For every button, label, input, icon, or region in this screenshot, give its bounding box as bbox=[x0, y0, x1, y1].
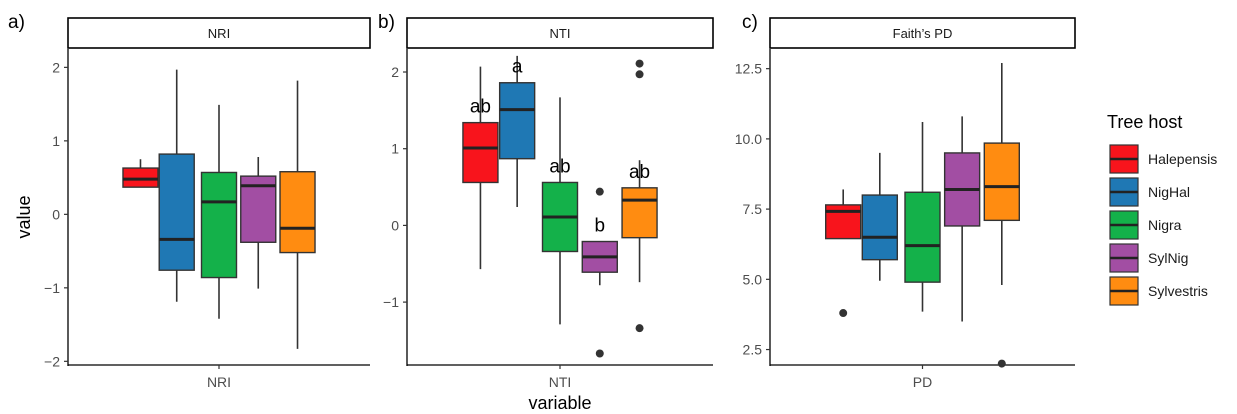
box-nighal bbox=[158, 69, 195, 302]
strip-header bbox=[769, 17, 1076, 49]
box-nigra: ab bbox=[541, 97, 579, 325]
box-iqr bbox=[158, 153, 195, 271]
box-iqr bbox=[462, 121, 499, 184]
strip-title: NRI bbox=[208, 26, 230, 41]
y-tick-label: 0 bbox=[52, 206, 60, 222]
significance-letter: ab bbox=[470, 97, 491, 118]
outlier-point bbox=[635, 70, 644, 79]
y-tick-label: 1 bbox=[52, 133, 60, 149]
x-tick-label: NTI bbox=[549, 374, 572, 390]
y-tick-label: 10.0 bbox=[735, 131, 762, 147]
y-tick-label: 12.5 bbox=[735, 61, 762, 77]
box-iqr bbox=[200, 171, 238, 279]
panel-3: Faith’s PD c) 2.5 5.0 7.5 10.0 12.5 PD bbox=[735, 12, 1076, 390]
legend-label: NigHal bbox=[1148, 184, 1190, 200]
legend-label: SylNig bbox=[1148, 250, 1188, 266]
box-nighal bbox=[861, 152, 898, 281]
y-tick-label: −2 bbox=[44, 353, 60, 369]
box-iqr bbox=[621, 187, 658, 239]
box-iqr bbox=[904, 191, 941, 283]
legend-label: Sylvestris bbox=[1148, 283, 1208, 299]
box-halepensis bbox=[122, 159, 159, 188]
legend-item: Sylvestris bbox=[1109, 276, 1208, 306]
panel-tag: c) bbox=[742, 12, 758, 33]
y-axis-title: value bbox=[14, 195, 34, 238]
y-tick-label: 0 bbox=[391, 217, 399, 233]
box-nigra bbox=[200, 104, 238, 319]
box-halepensis: ab bbox=[462, 66, 499, 270]
box-nigra bbox=[904, 122, 941, 312]
outlier-point bbox=[997, 359, 1006, 368]
y-tick-label: 2 bbox=[391, 64, 399, 80]
legend: Tree host Halepensis NigHal Nigra SylNig Sylv… bbox=[1107, 112, 1217, 306]
box-sylvestris bbox=[279, 80, 316, 349]
strip-title: NTI bbox=[550, 26, 571, 41]
legend-item: NigHal bbox=[1109, 177, 1190, 207]
box-iqr bbox=[983, 142, 1020, 222]
box-sylvestris: ab bbox=[621, 59, 658, 333]
outlier-point bbox=[839, 309, 848, 318]
outlier-point bbox=[635, 324, 644, 333]
strip-header bbox=[406, 17, 714, 49]
strip-header bbox=[67, 17, 371, 49]
y-tick-label: 2 bbox=[52, 59, 60, 75]
legend-item: Halepensis bbox=[1109, 144, 1217, 174]
outlier-point bbox=[635, 59, 644, 68]
x-tick-label: NRI bbox=[207, 374, 231, 390]
x-axis-title: variable bbox=[528, 393, 591, 413]
y-tick-label: 2.5 bbox=[743, 342, 763, 358]
box-sylnig: b bbox=[581, 187, 618, 358]
y-tick-label: −1 bbox=[383, 294, 399, 310]
legend-item: Nigra bbox=[1109, 210, 1182, 240]
y-tick-label: 1 bbox=[391, 141, 399, 157]
box-iqr bbox=[861, 194, 898, 261]
box-sylnig bbox=[240, 157, 277, 289]
significance-letter: ab bbox=[549, 156, 570, 177]
box-sylvestris bbox=[983, 63, 1020, 368]
panel-1: NRI a) −2 −1 0 1 2 NRI value bbox=[8, 12, 371, 390]
x-tick-label: PD bbox=[913, 374, 932, 390]
panel-tag: a) bbox=[8, 12, 25, 33]
y-tick-label: −1 bbox=[44, 280, 60, 296]
box-iqr bbox=[279, 171, 316, 254]
legend-label: Halepensis bbox=[1148, 151, 1217, 167]
significance-letter: b bbox=[594, 216, 605, 237]
box-sylnig bbox=[943, 116, 981, 322]
significance-letter: a bbox=[512, 57, 523, 78]
legend-title: Tree host bbox=[1107, 112, 1182, 132]
outlier-point bbox=[595, 187, 604, 196]
box-nighal: a bbox=[498, 55, 536, 207]
panel-tag: b) bbox=[378, 12, 395, 33]
strip-title: Faith’s PD bbox=[893, 26, 953, 41]
y-tick-label: 7.5 bbox=[743, 201, 763, 217]
outlier-point bbox=[595, 349, 604, 358]
box-halepensis bbox=[825, 189, 862, 318]
y-tick-label: 5.0 bbox=[743, 271, 763, 287]
legend-item: SylNig bbox=[1109, 243, 1188, 273]
significance-letter: ab bbox=[629, 162, 650, 183]
legend-label: Nigra bbox=[1148, 217, 1182, 233]
box-iqr bbox=[498, 82, 536, 160]
